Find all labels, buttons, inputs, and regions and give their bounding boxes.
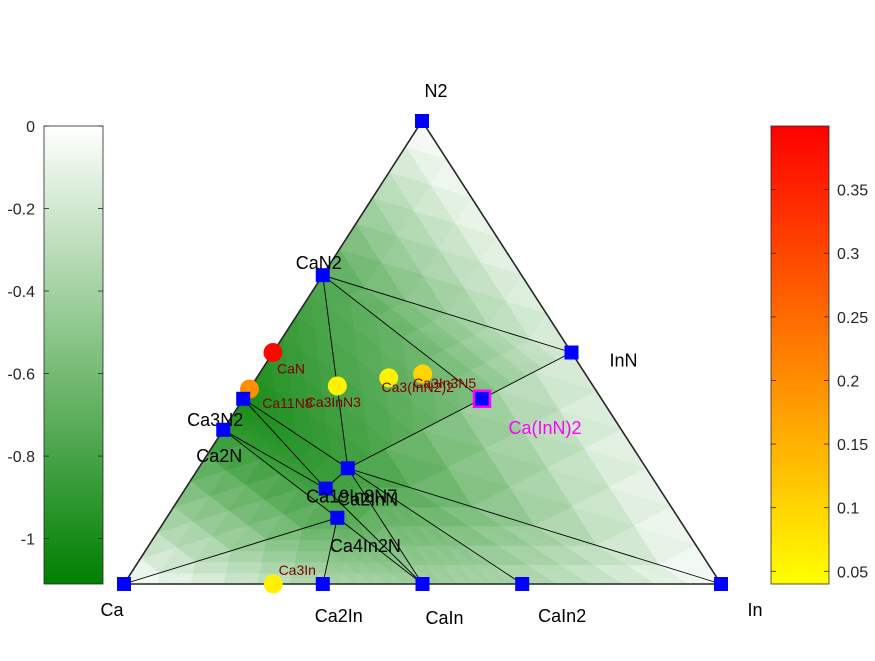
stable-phase-label-n2: N2 xyxy=(424,81,447,101)
energy-above-hull-colorbar-fill xyxy=(770,125,830,585)
stable-phase-label-ca2n: Ca2N xyxy=(196,446,242,466)
unstable-phase-label-ca3-inn2-2: Ca3(InN2)2 xyxy=(382,379,455,395)
tie-line-ca2inn-in xyxy=(347,467,722,585)
stable-phase-marker-ca2inn[interactable] xyxy=(340,461,355,476)
energy-above-hull-colorbar-ticks: 0.35 0.3 0.25 0.2 0.15 0.1 0.05 xyxy=(771,183,868,581)
tie-line-ca4in2n-ca2in xyxy=(322,517,338,585)
formation-energy-colorbar: 0 -0.2 -0.4 -0.6 -0.8 -1 xyxy=(7,119,104,585)
formation-energy-colorbar-ticks: 0 -0.2 -0.4 -0.6 -0.8 -1 xyxy=(7,119,103,549)
formation-energy-colorbar-fill xyxy=(43,125,104,585)
stable-phase-label-in: In xyxy=(747,600,762,620)
tie-line-ca2inn-cain2 xyxy=(347,467,523,585)
tie-line-can2-inn xyxy=(322,274,572,353)
tie-line-ca2n-ca4in2n xyxy=(222,429,338,519)
unstable-phase-label-ca3inn3: Ca3InN3 xyxy=(306,394,361,410)
energy-above-hull-tick-label: 0.05 xyxy=(837,564,868,581)
unstable-phase-marker-can[interactable] xyxy=(263,343,283,362)
energy-above-hull-tick-label: 0.3 xyxy=(837,246,859,263)
stable-phase-marker-inn[interactable] xyxy=(564,345,579,360)
energy-shading-cell xyxy=(329,498,346,515)
stable-phase-marker-can2[interactable] xyxy=(315,268,330,283)
formation-energy-tick-label: -0.4 xyxy=(7,284,35,301)
stable-phase-label-cain: CaIn xyxy=(425,608,463,628)
stable-phase-marker-ca3n2[interactable] xyxy=(236,391,251,406)
unstable-phase-marker-ca3inn3[interactable] xyxy=(327,376,347,396)
tie-line-ca2n-ca19in8n7 xyxy=(223,429,326,490)
tie-line-ca4in2n-cain xyxy=(337,517,423,585)
energy-shading-cell xyxy=(327,493,345,510)
tie-line-can2-ca2inn xyxy=(322,275,349,469)
highlighted-phase: Ca(InN)2 xyxy=(472,389,582,438)
energy-above-hull-colorbar: 0.35 0.3 0.25 0.2 0.15 0.1 0.05 xyxy=(770,125,868,585)
unstable-phase-label-ca3in3n5: Ca3In3N5 xyxy=(413,375,476,391)
stable-phase-label-ca4in2n: Ca4In2N xyxy=(330,536,401,556)
stable-phase-label-cain2: CaIn2 xyxy=(538,606,586,626)
tie-line-ca3n2-ca19in8n7 xyxy=(242,398,327,489)
stable-phase-label-ca2inn: Ca2InN xyxy=(337,489,398,509)
tie-line-can2-ca-inn-2 xyxy=(322,274,483,400)
stable-phase-marker-ca2n[interactable] xyxy=(216,422,231,437)
energy-above-hull-tick-label: 0.15 xyxy=(837,437,868,454)
stable-phase-label-inn: InN xyxy=(609,351,637,371)
stable-phase-label-ca: Ca xyxy=(100,600,124,620)
unstable-phase-marker-ca3in[interactable] xyxy=(263,574,283,594)
tie-line-ca2inn-inn xyxy=(347,352,572,469)
highlighted-phase-marker[interactable] xyxy=(472,389,492,409)
unstable-phase-label-ca3in: Ca3In xyxy=(279,562,316,578)
stable-phase-label-can2: CaN2 xyxy=(296,253,342,273)
energy-above-hull-tick-label: 0.1 xyxy=(837,501,859,518)
tie-line-ca3n2-ca2inn xyxy=(242,398,348,469)
energy-above-hull-tick-label: 0.2 xyxy=(837,373,859,390)
stable-phase-marker-ca2in[interactable] xyxy=(315,577,330,591)
formation-energy-tick-label: -0.2 xyxy=(7,202,35,219)
formation-energy-tick-label: -0.8 xyxy=(7,449,35,466)
stable-phase-marker-ca4in2n[interactable] xyxy=(330,510,345,525)
stable-phase-label-ca19in8n7: Ca19In8N7 xyxy=(306,487,397,507)
stable-phase-marker-ca19in8n7[interactable] xyxy=(318,481,333,496)
formation-energy-tick-label: -1 xyxy=(21,532,35,549)
unstable-phase-marker-ca3in3n5[interactable] xyxy=(413,364,433,384)
stable-phase-marker-cain2[interactable] xyxy=(515,577,530,591)
stable-phase-marker-cain[interactable] xyxy=(415,577,430,591)
stable-phase-marker-ca[interactable] xyxy=(117,577,131,591)
formation-energy-tick-label: -0.6 xyxy=(7,367,35,384)
stable-phase-marker-n2[interactable] xyxy=(415,114,429,128)
energy-above-hull-tick-label: 0.25 xyxy=(837,310,868,327)
tie-line-ca-ca4in2n xyxy=(123,517,338,585)
tie-line-ca19in8n7-cain xyxy=(325,488,423,585)
energy-above-hull-tick-label: 0.35 xyxy=(837,183,868,200)
stable-phase-label-ca2in: Ca2In xyxy=(315,606,363,626)
ternary-plot-area: CaNCa11N8Ca3InN3Ca3(InN2)2Ca3In3N5Ca3In … xyxy=(100,81,762,628)
unstable-phase-marker-ca3-inn2-2[interactable] xyxy=(379,368,399,388)
stable-phase-marker-in[interactable] xyxy=(714,577,728,591)
tie-line-ca2inn-cain xyxy=(347,468,423,585)
stable-phase-label-ca3n2: Ca3N2 xyxy=(187,410,243,430)
highlighted-phase-label: Ca(InN)2 xyxy=(508,418,581,438)
unstable-phase-label-ca11n8: Ca11N8 xyxy=(262,395,313,411)
formation-energy-tick-label: 0 xyxy=(26,119,35,136)
unstable-phase-label-can: CaN xyxy=(277,361,305,377)
